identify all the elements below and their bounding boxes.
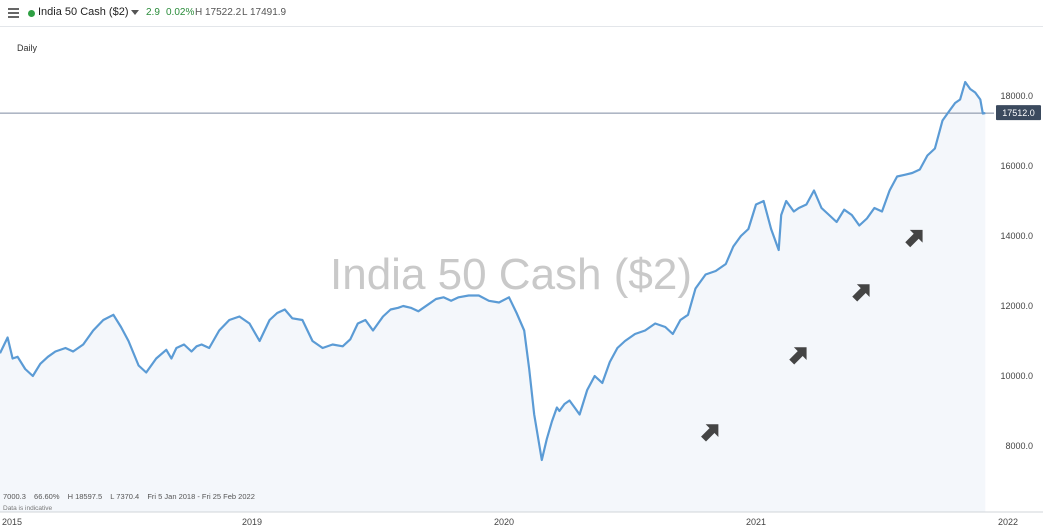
chart-statistics: 7000.3 66.60% H 18597.5 L 7370.4 Fri 5 J…: [3, 492, 261, 501]
arrow-shape: [852, 284, 870, 302]
scale-min: 7000.3: [3, 492, 26, 501]
data-disclaimer: Data is indicative: [3, 505, 53, 512]
x-tick-label: 2020: [494, 517, 514, 527]
up-arrow-icon: [852, 284, 870, 302]
x-tick-label: 2019: [242, 517, 262, 527]
y-tick-label: 18000.0: [1000, 91, 1033, 101]
arrow-shape: [789, 347, 807, 365]
y-tick-label: 10000.0: [1000, 371, 1033, 381]
price-change: 2.9: [146, 7, 160, 18]
interval-label[interactable]: Daily: [17, 43, 38, 53]
last-price-label: 17512.0: [1002, 108, 1035, 118]
y-tick-label: 8000.0: [1005, 441, 1033, 451]
series-line: [0, 80, 986, 462]
period-low: L 7370.4: [110, 492, 140, 501]
scale-percent: 66.60%: [34, 492, 60, 501]
price-change-percent: 0.02%: [166, 7, 195, 18]
market-status-icon: [28, 10, 35, 17]
instrument-watermark: India 50 Cash ($2): [330, 250, 692, 299]
arrow-shape: [701, 424, 719, 442]
last-price-tag: [996, 105, 1041, 121]
up-arrow-icon: [789, 347, 807, 365]
up-arrow-icon: [701, 424, 719, 442]
session-low: L 17491.9: [242, 7, 287, 18]
x-tick-label: 2015: [2, 517, 22, 527]
date-range: Fri 5 Jan 2018 - Fri 25 Feb 2022: [147, 492, 255, 501]
hamburger-menu-icon[interactable]: [8, 8, 19, 18]
chevron-down-icon[interactable]: [131, 10, 139, 15]
period-high: H 18597.5: [67, 492, 103, 501]
y-tick-label: 12000.0: [1000, 301, 1033, 311]
arrow-shape: [905, 229, 923, 248]
chart-toolbar: India 50 Cash ($2) 2.9 0.02% H 17522.2 L…: [0, 0, 1043, 27]
x-tick-label: 2022: [998, 517, 1018, 527]
x-tick-label: 2021: [746, 517, 766, 527]
instrument-selector[interactable]: India 50 Cash ($2): [38, 6, 129, 18]
session-high: H 17522.2: [195, 7, 242, 18]
y-tick-label: 16000.0: [1000, 161, 1033, 171]
series-area-fill: [0, 82, 986, 512]
up-arrow-icon: [905, 229, 923, 248]
y-tick-label: 14000.0: [1000, 231, 1033, 241]
